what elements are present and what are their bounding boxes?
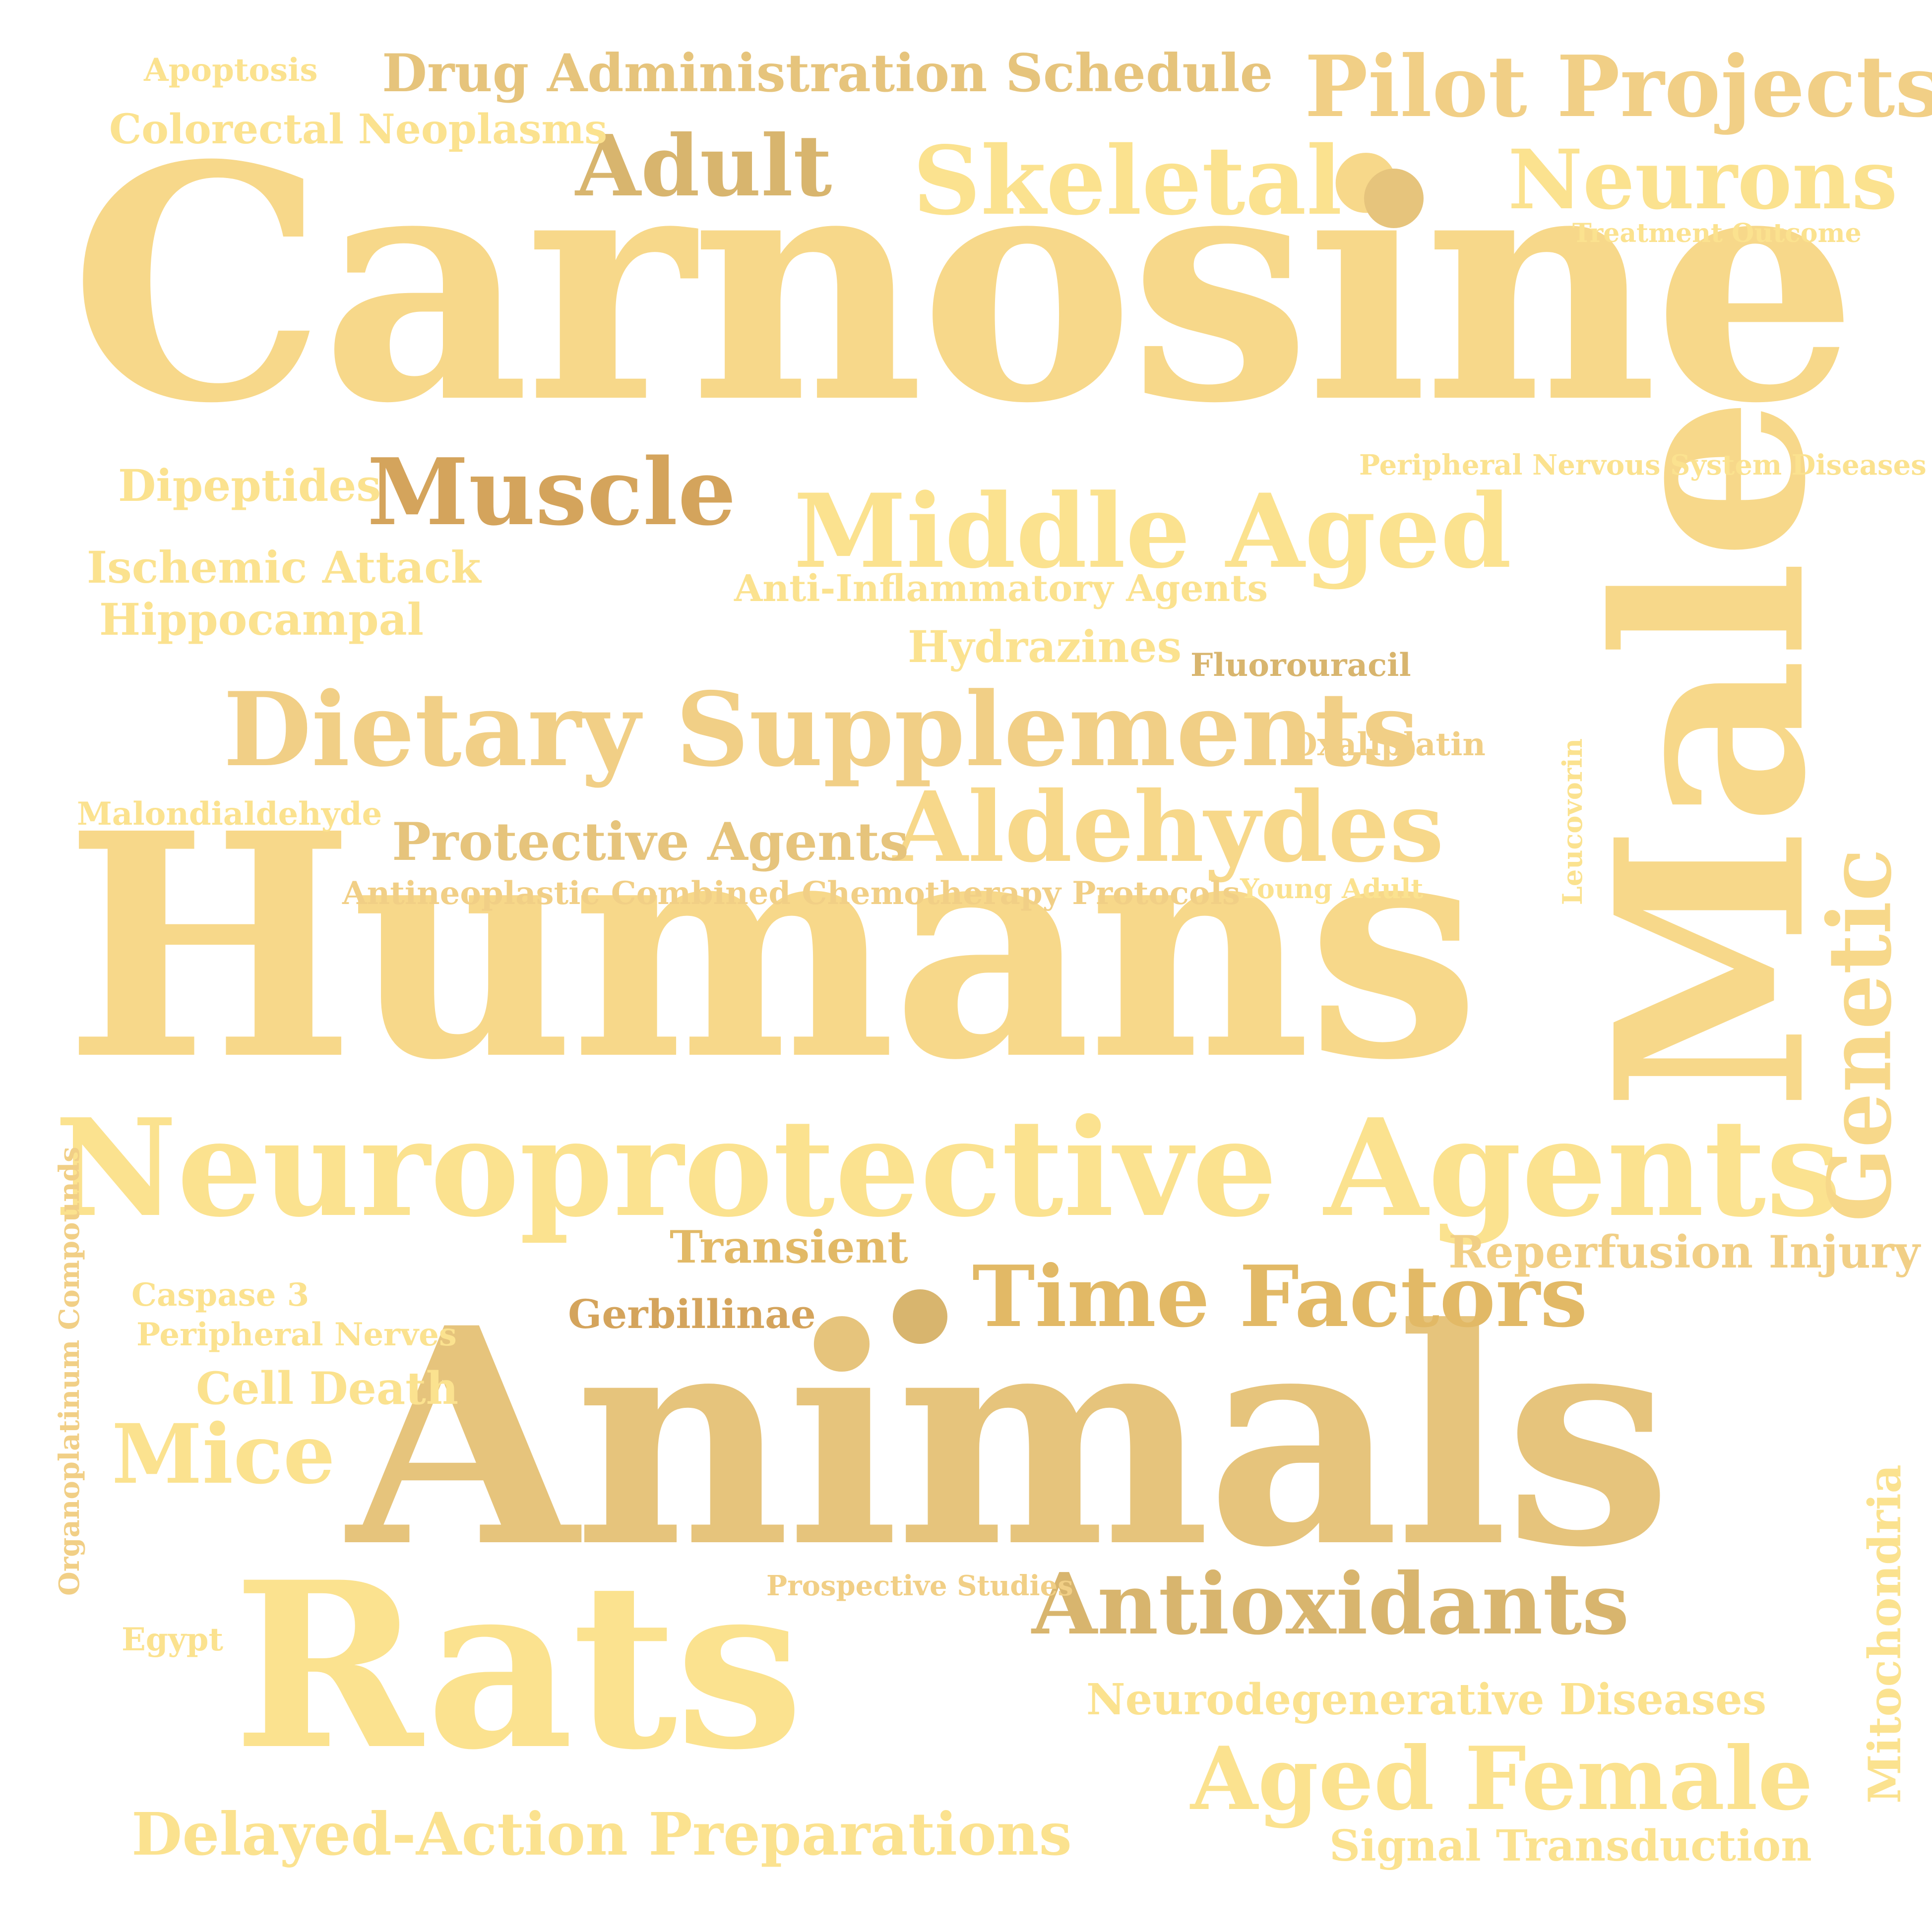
word-transient: Transient [670,1221,908,1273]
word-aldehydes: Aldehydes [893,770,1444,884]
bullet-dot [893,1289,947,1344]
word-peripheral-nervous-system-diseases: Peripheral Nervous System Diseases [1359,449,1927,482]
word-delayed-action-preparations: Delayed-Action Preparations [131,1800,1072,1869]
word-muscle: Muscle [367,438,737,546]
word-time-factors: Time Factors [972,1247,1588,1346]
word-hippocampal: Hippocampal [99,594,424,645]
word-reperfusion-injury: Reperfusion Injury [1448,1226,1920,1278]
word-genetic: Genetic [1809,848,1911,1222]
word-fluorouracil: Fluorouracil [1190,647,1411,684]
word-malondialdehyde: Malondialdehyde [77,795,382,833]
word-middle-aged: Middle Aged [794,472,1512,591]
word-male: Male [1559,396,1863,1111]
word-mice: Mice [112,1406,335,1502]
bullet-dot [1364,169,1424,228]
word-cell-death: Cell Death [196,1362,459,1415]
word-oxaliplatin: Oxaliplatin [1290,726,1486,763]
word-neuroprotective-agents: Neuroprotective Agents [55,1089,1842,1247]
word-prospective-studies: Prospective Studies [766,1570,1073,1602]
word-neurons: Neurons [1508,131,1898,228]
word-dipeptides: Dipeptides [118,460,381,511]
word-animals: Animals [347,1263,1672,1613]
word-antioxidants: Antioxidants [1032,1555,1629,1654]
word-colorectal-neoplasms: Colorectal Neoplasms [109,106,608,153]
word-antineoplastic-protocols: Antineoplastic Combined Chemotherapy Pro… [342,875,1240,912]
word-humans: Humans [64,767,1480,1128]
word-neurodegenerative-diseases: Neurodegenerative Diseases [1086,1675,1767,1725]
word-gerbillinae: Gerbillinae [568,1291,816,1337]
word-pilot-projects: Pilot Projects [1305,37,1932,136]
word-caspase-3: Caspase 3 [131,1276,310,1314]
word-young-adult: Young Adult [1240,873,1424,905]
word-skeletal: Skeletal [913,125,1342,236]
word-egypt: Egypt [122,1621,224,1658]
word-anti-inflammatory-agents: Anti-Inflammatory Agents [734,567,1268,610]
word-mitochondria: Mitochondria [1859,1464,1911,1804]
word-carnosine: Carnosine [69,96,1858,474]
word-apoptosis: Apoptosis [144,52,318,89]
word-hydrazines: Hydrazines [908,621,1182,672]
word-protective-agents: Protective Agents [392,811,909,872]
word-dietary-supplements: Dietary Supplements [223,670,1419,789]
word-organoplatinum-compounds: Organoplatinum Compounds [53,1147,86,1596]
word-treatment-outcome: Treatment Outcome [1572,218,1862,248]
word-leucovorin: Leucovorin [1557,738,1588,906]
word-peripheral-nerves: Peripheral Nerves [136,1316,457,1353]
word-adult: Adult [575,117,832,216]
word-rats: Rats [233,1532,804,1800]
word-drug-administration-schedule: Drug Administration Schedule [382,42,1273,104]
word-ischemic-attack: Ischemic Attack [87,542,481,593]
word-aged-female: Aged Female [1190,1728,1813,1830]
word-signal-transduction: Signal Transduction [1329,1821,1812,1871]
